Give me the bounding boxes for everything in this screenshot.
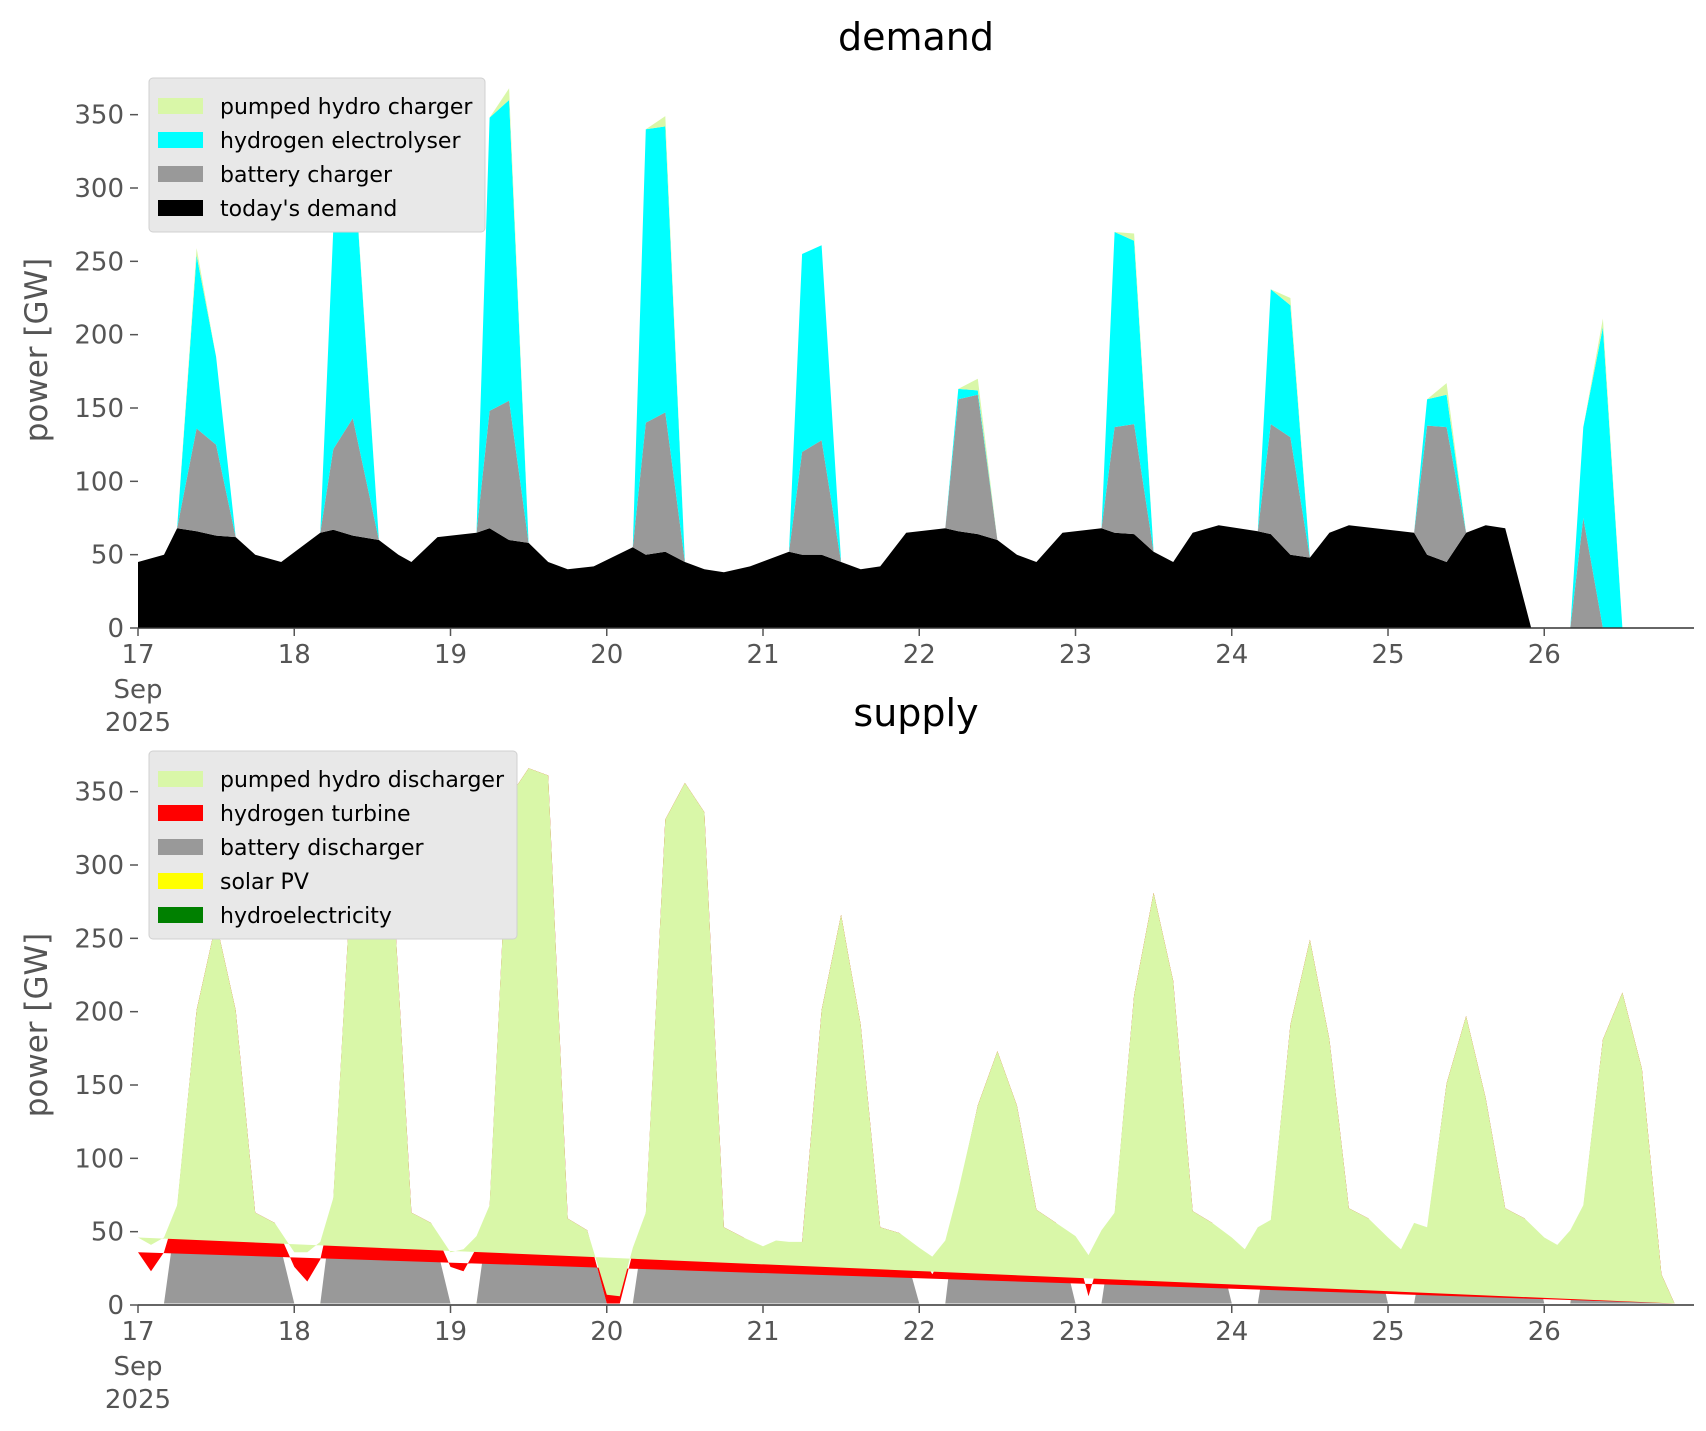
demand-area-today-s-demand [138, 525, 1694, 628]
supply-x-tick-label: 24 [1215, 1317, 1248, 1347]
supply-legend-label-hydrogen-turbine: hydrogen turbine [220, 802, 411, 827]
demand-x-tick-label: 23 [1059, 640, 1092, 670]
demand-legend: pumped hydro charger hydrogen electrolyse… [148, 77, 486, 233]
demand-area-pumped-hydro-charger [138, 88, 1694, 629]
demand-x-tick-label: 18 [278, 640, 311, 670]
supply-y-tick-label: 150 [74, 1071, 124, 1101]
demand-area-hydrogen-electrolyser [138, 100, 1694, 628]
demand-y-tick-label: 250 [74, 247, 124, 277]
supply-areas [138, 768, 1675, 1304]
demand-legend-box [148, 77, 486, 233]
supply-x-tick-label: 25 [1371, 1317, 1404, 1347]
demand-legend-swatch-pumped-hydro-charger [158, 98, 203, 114]
demand-x-tick-label: 25 [1371, 640, 1404, 670]
demand-x-tick-label: 19 [434, 640, 467, 670]
demand-legend-swatch-hydrogen-electrolyser [158, 132, 203, 148]
supply-x-tick-sublabel: 2025 [105, 1385, 171, 1415]
supply-x-tick-label: 21 [746, 1317, 779, 1347]
demand-areas [138, 88, 1694, 629]
supply-legend: pumped hydro discharger hydrogen turbine b… [148, 750, 518, 940]
supply-legend-label-hydroelectricity: hydroelectricity [220, 904, 392, 929]
supply-area-pumped-hydro-discharger [138, 768, 1675, 1304]
supply-y-axis-label: power [GW] [19, 933, 55, 1118]
demand-legend-swatch-battery-charger [158, 166, 203, 182]
demand-title: demand [838, 15, 994, 59]
supply-y-tick-label: 50 [91, 1218, 124, 1248]
supply-y-tick-label: 0 [107, 1291, 124, 1321]
demand-y-tick-label: 350 [74, 101, 124, 131]
supply-legend-box [148, 750, 518, 940]
demand-y-tick-label: 50 [91, 541, 124, 571]
supply-legend-swatch-battery-discharger [158, 839, 203, 855]
supply-title: supply [853, 691, 978, 735]
demand-legend-label-pumped-hydro-charger: pumped hydro charger [220, 95, 473, 120]
demand-legend-swatch-today-s-demand [158, 200, 203, 216]
supply-x-tick-label: 22 [903, 1317, 936, 1347]
demand-legend-label-hydrogen-electrolyser: hydrogen electrolyser [220, 129, 461, 154]
supply-y-tick-label: 100 [74, 1144, 124, 1174]
supply-legend-swatch-solar-pv [158, 873, 203, 889]
demand-y-tick-label: 300 [74, 174, 124, 204]
demand-x-tick-label: 24 [1215, 640, 1248, 670]
supply-x-tick-sublabel: Sep [113, 1352, 162, 1382]
demand-x-tick-sublabel: 2025 [105, 708, 171, 738]
demand-x-tick-label: 21 [746, 640, 779, 670]
demand-legend-label-battery-charger: battery charger [220, 163, 393, 188]
supply-legend-label-pumped-hydro-discharger: pumped hydro discharger [220, 768, 505, 793]
demand-x-tick-label: 17 [121, 640, 154, 670]
supply-y-tick-label: 250 [74, 924, 124, 954]
demand-y-tick-label: 100 [74, 467, 124, 497]
demand-legend-label-today-s-demand: today's demand [220, 197, 397, 222]
supply-y-tick-label: 350 [74, 778, 124, 808]
supply-legend-swatch-hydrogen-turbine [158, 805, 203, 821]
demand-x-tick-label: 20 [590, 640, 623, 670]
supply-x-tick-label: 17 [121, 1317, 154, 1347]
supply-legend-swatch-hydroelectricity [158, 907, 203, 923]
supply-legend-label-solar-pv: solar PV [220, 870, 309, 895]
demand-y-tick-label: 150 [74, 394, 124, 424]
supply-x-tick-label: 19 [434, 1317, 467, 1347]
supply-legend-label-battery-discharger: battery discharger [220, 836, 425, 861]
supply-x-tick-label: 26 [1528, 1317, 1561, 1347]
demand-y-tick-label: 200 [74, 321, 124, 351]
demand-x-tick-label: 22 [903, 640, 936, 670]
supply-y-tick-label: 200 [74, 998, 124, 1028]
supply-x-tick-label: 23 [1059, 1317, 1092, 1347]
supply-y-tick-label: 300 [74, 851, 124, 881]
demand-y-tick-label: 0 [107, 614, 124, 644]
supply-x-tick-label: 20 [590, 1317, 623, 1347]
demand-x-tick-label: 26 [1528, 640, 1561, 670]
demand-y-axis-label: power [GW] [19, 258, 55, 443]
demand-x-tick-sublabel: Sep [113, 675, 162, 705]
supply-x-tick-label: 18 [278, 1317, 311, 1347]
supply-legend-swatch-pumped-hydro-discharger [158, 771, 203, 787]
